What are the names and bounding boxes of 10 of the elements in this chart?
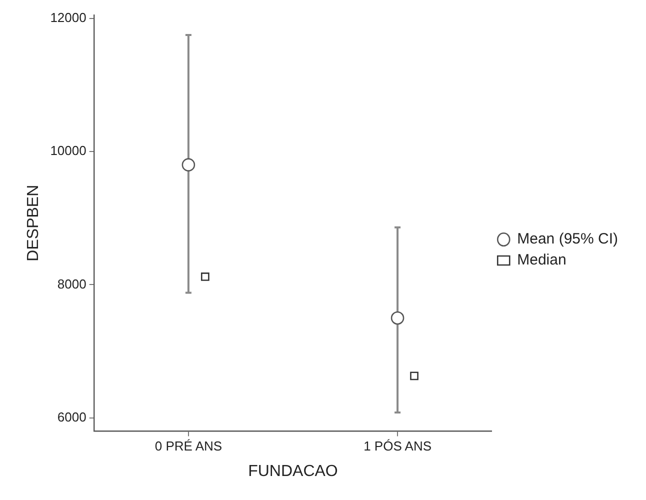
y-tick-label: 10000: [50, 143, 86, 158]
x-tick-label: 0 PRÉ ANS: [154, 438, 222, 454]
y-axis-title: DESPBEN: [25, 184, 42, 262]
y-tick-label: 8000: [57, 276, 86, 292]
y-tick-label: 12000: [50, 10, 86, 25]
y-tick-label: 6000: [57, 409, 86, 424]
x-axis-title: FUNDACAO: [248, 462, 338, 480]
legend-label: Mean (95% CI): [517, 230, 618, 248]
x-tick-label: 1 PÓS ANS: [364, 438, 432, 454]
legend-label: Median: [517, 252, 566, 269]
